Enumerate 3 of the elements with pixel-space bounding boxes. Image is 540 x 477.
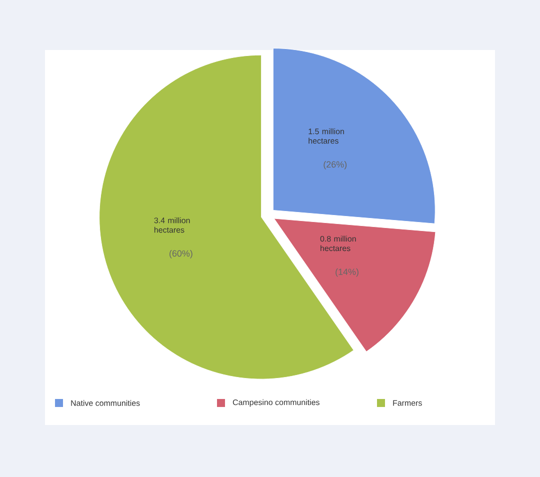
text: (60%)	[170, 250, 192, 258]
text: (26%)	[324, 161, 347, 170]
text: (14%)	[336, 268, 358, 277]
